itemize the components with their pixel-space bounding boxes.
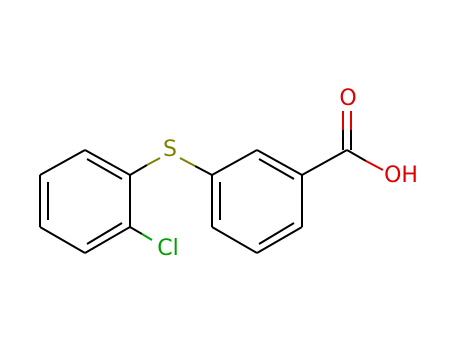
double-bond-inner — [86, 222, 123, 245]
bond — [129, 164, 148, 176]
atom-label: OH — [384, 163, 418, 188]
double-bond-inner — [258, 158, 295, 180]
bond — [84, 226, 131, 254]
bond — [194, 165, 213, 176]
bonds — [39, 111, 384, 254]
bond — [39, 149, 86, 176]
bond — [141, 233, 153, 241]
bond — [211, 226, 258, 254]
bond — [256, 226, 303, 254]
double-bond-inner — [258, 222, 295, 245]
bond — [146, 157, 161, 166]
bond — [211, 149, 258, 176]
bond — [39, 226, 86, 254]
bond — [346, 149, 367, 162]
atom-label: O — [339, 86, 356, 111]
bond — [84, 149, 131, 176]
bond — [256, 149, 303, 176]
atom-label: S — [163, 137, 177, 162]
bond — [179, 157, 196, 167]
bond — [129, 226, 143, 235]
bond — [365, 160, 384, 171]
bond — [301, 149, 348, 176]
double-bond-inner — [86, 158, 123, 180]
atom-label: Cl — [157, 236, 178, 261]
